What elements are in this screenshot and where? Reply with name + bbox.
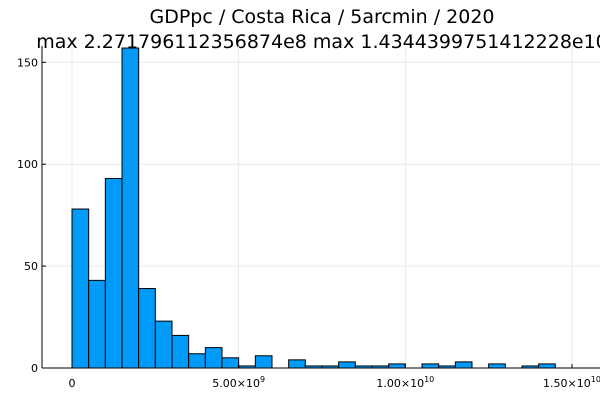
bars [71,47,556,369]
y-tick-label: 50 [24,260,38,273]
histogram-bar [154,320,173,369]
histogram-bar [71,208,90,369]
x-tick-label: 5.00×109 [212,375,265,390]
histogram-bar [288,359,306,369]
histogram-bar [171,334,190,369]
histogram-bar [254,355,273,369]
axes [41,46,600,369]
chart-title: GDPpc / Costa Rica / 5arcmin / 2020 [149,6,494,28]
histogram-bar [88,279,106,369]
x-tick-label: 0 [69,377,76,390]
histogram-bar [221,357,240,369]
histogram-bar [421,363,440,369]
y-tick-label: 150 [17,56,38,69]
x-tick-label: 1.00×1010 [376,375,434,390]
histogram-bar [488,363,506,369]
tick-labels: 0 50 100 150 0 5.00×109 1.00×1010 1.50×1010 [17,56,600,390]
histogram-bar [104,177,123,369]
y-tick-label: 0 [31,362,38,375]
histogram-bar [121,47,140,369]
histogram-bar [388,363,406,369]
y-tick-label: 100 [17,158,38,171]
x-tick-label: 1.50×1010 [543,375,600,390]
histogram-bar [204,347,223,369]
histogram-bar [538,363,556,369]
histogram-bar [338,361,356,369]
histogram-bar [188,353,206,369]
histogram-bar [454,361,473,369]
chart-subtitle: max 2.271796112356874e8 max 1.4344399751… [36,31,600,53]
histogram-bar [138,288,156,369]
